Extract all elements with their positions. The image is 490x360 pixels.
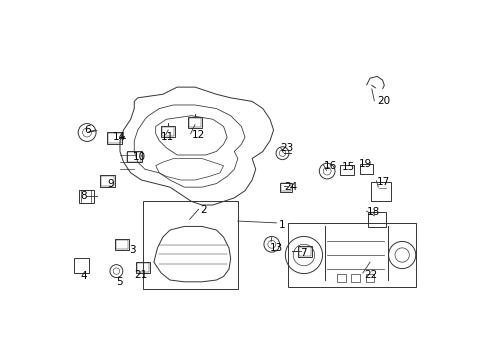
Bar (115, 239, 128, 249)
Bar (368, 212, 387, 227)
Text: 11: 11 (161, 132, 174, 142)
Text: 22: 22 (365, 270, 378, 280)
Bar (371, 182, 391, 201)
Text: 12: 12 (192, 130, 205, 140)
Bar (360, 164, 373, 174)
Bar (137, 263, 149, 272)
Text: 3: 3 (129, 245, 136, 255)
Text: 10: 10 (132, 152, 146, 162)
Text: 7: 7 (300, 248, 307, 258)
Text: 6: 6 (84, 125, 91, 135)
Text: 20: 20 (377, 96, 391, 107)
Bar (280, 183, 292, 192)
Bar (162, 127, 174, 136)
Bar (116, 240, 128, 249)
Text: 8: 8 (81, 191, 87, 201)
Bar (78, 190, 94, 203)
Text: 18: 18 (367, 207, 380, 217)
Text: 4: 4 (81, 271, 87, 282)
Text: 9: 9 (107, 179, 114, 189)
Bar (189, 118, 201, 127)
Text: 23: 23 (281, 143, 294, 153)
Text: 1: 1 (279, 220, 286, 230)
Bar (100, 176, 114, 186)
Text: 5: 5 (117, 277, 123, 287)
Text: 15: 15 (342, 162, 355, 172)
Text: 19: 19 (359, 159, 372, 169)
Bar (74, 257, 89, 273)
Bar (337, 274, 346, 282)
Bar (366, 274, 374, 282)
Bar (298, 246, 312, 257)
Bar (281, 183, 291, 191)
Text: 16: 16 (323, 161, 337, 171)
Bar (351, 274, 360, 282)
Bar (299, 247, 311, 256)
Bar (340, 165, 354, 175)
Text: 2: 2 (200, 205, 207, 215)
Bar (161, 126, 175, 137)
Bar (127, 152, 141, 162)
Text: 24: 24 (284, 182, 297, 192)
Text: 14: 14 (113, 132, 126, 142)
Bar (100, 175, 115, 187)
Bar (127, 151, 142, 162)
Text: 17: 17 (377, 177, 391, 187)
Bar (143, 202, 238, 289)
Bar (107, 132, 122, 144)
Bar (188, 117, 202, 128)
Bar (136, 262, 150, 273)
Text: 21: 21 (134, 270, 147, 280)
Text: 13: 13 (270, 243, 283, 253)
Bar (108, 133, 121, 143)
